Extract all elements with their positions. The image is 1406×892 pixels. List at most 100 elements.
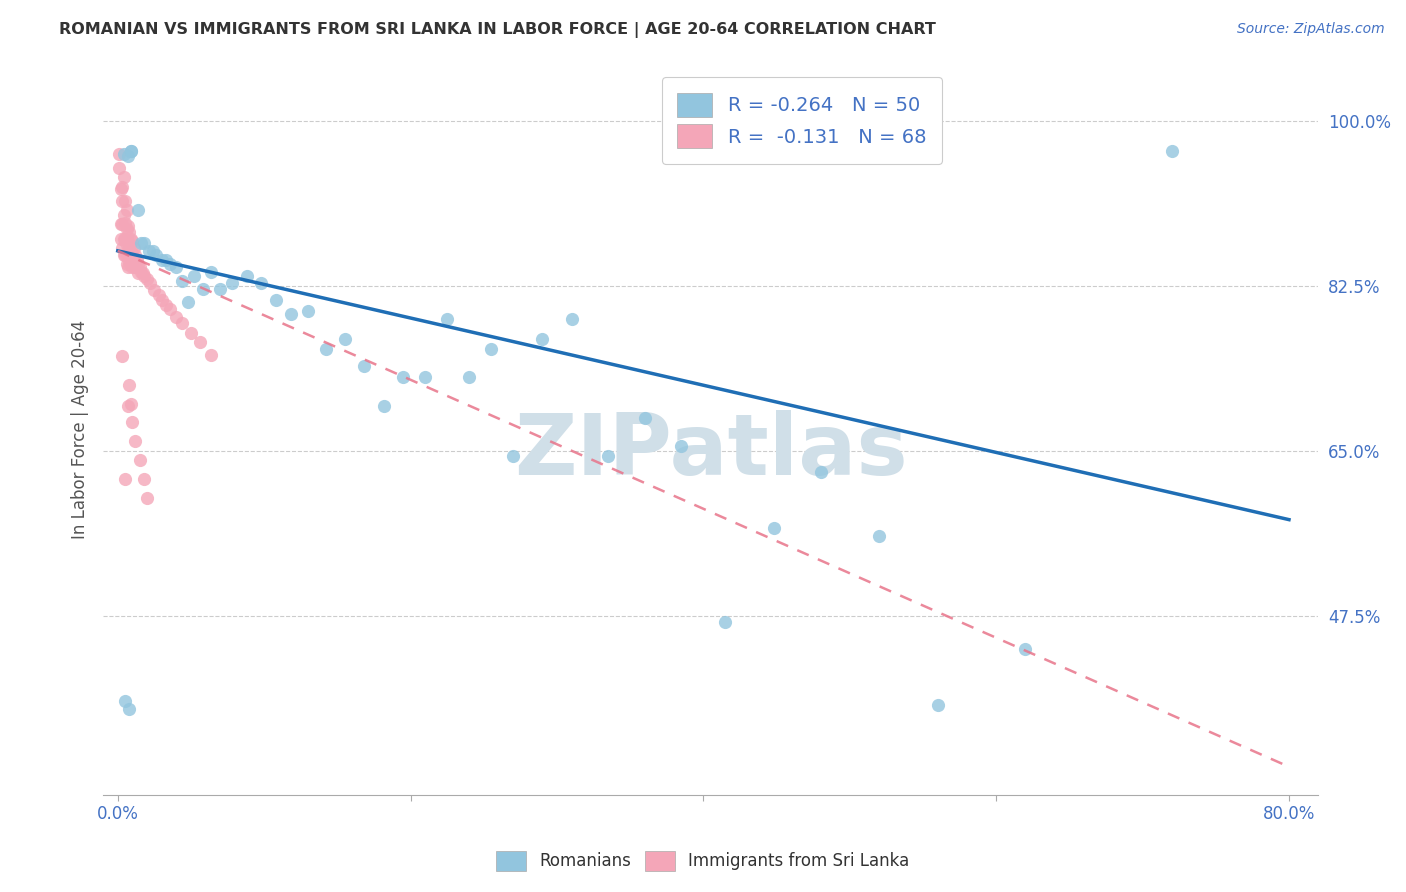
Point [127,203,149,218]
Point [117,399,139,413]
Point [124,260,146,274]
Point [114,694,136,708]
Point [714,615,737,630]
Point [200,264,222,278]
Point [150,253,173,268]
Point [392,370,415,384]
Point [143,284,166,298]
Point [121,260,143,274]
Point [502,449,524,463]
Point [122,255,145,269]
Point [436,311,458,326]
Point [111,194,134,208]
Point [142,244,165,258]
Point [264,293,287,307]
Point [120,144,142,158]
Text: ROMANIAN VS IMMIGRANTS FROM SRI LANKA IN LABOR FORCE | AGE 20-64 CORRELATION CHA: ROMANIAN VS IMMIGRANTS FROM SRI LANKA IN… [59,22,936,38]
Point [810,465,832,479]
Point [297,304,319,318]
Point [177,294,200,309]
Point [235,269,257,284]
Point [115,238,138,252]
Point [111,241,134,255]
Point [353,359,375,373]
Point [148,288,170,302]
Point [155,253,177,268]
Text: ZIPatlas: ZIPatlas [513,410,908,493]
Point [155,297,177,311]
Point [120,257,142,271]
Point [117,247,139,261]
Point [112,208,135,222]
Point [139,276,162,290]
Point [114,215,136,229]
Point [134,472,156,486]
Point [128,453,150,467]
Point [131,267,153,281]
Point [927,698,949,713]
Point [1014,641,1036,656]
Point [111,218,134,232]
Point [413,370,436,384]
Point [115,222,138,236]
Point [762,521,785,535]
Point [118,241,141,255]
Point [118,702,141,716]
Point [124,247,146,261]
Point [138,244,160,258]
Legend: R = -0.264   N = 50, R =  -0.131   N = 68: R = -0.264 N = 50, R = -0.131 N = 68 [662,78,942,164]
Point [183,269,205,284]
Point [159,257,181,271]
Point [188,335,211,350]
Point [120,396,142,410]
Point [165,310,187,324]
Point [121,247,143,261]
Text: Source: ZipAtlas.com: Source: ZipAtlas.com [1237,22,1385,37]
Legend: Romanians, Immigrants from Sri Lanka: Romanians, Immigrants from Sri Lanka [488,842,918,880]
Point [111,179,134,194]
Point [315,342,337,356]
Point [598,449,620,463]
Point [191,281,214,295]
Point [120,144,142,158]
Point [129,236,152,251]
Point [172,274,194,288]
Point [159,302,181,317]
Point [115,247,138,261]
Point [122,241,145,255]
Point [118,225,141,239]
Point [134,269,156,284]
Point [114,231,136,245]
Point [479,342,502,356]
Point [127,257,149,271]
Point [112,146,135,161]
Point [145,247,167,261]
Point [121,235,143,249]
Point [125,253,148,268]
Point [118,377,141,392]
Point [129,264,152,278]
Point [671,439,693,453]
Point [115,203,138,218]
Point [221,276,243,290]
Point [117,219,139,234]
Point [531,333,554,347]
Point [333,333,356,347]
Point [124,434,146,449]
Point [108,146,131,161]
Point [118,255,141,269]
Point [373,399,395,413]
Point [136,491,159,505]
Point [200,348,222,362]
Point [120,231,142,245]
Point [110,181,132,195]
Point [134,236,156,251]
Point [1160,144,1182,158]
Point [172,317,194,331]
Point [128,260,150,274]
Point [120,244,142,258]
Y-axis label: In Labor Force | Age 20-64: In Labor Force | Age 20-64 [72,320,89,539]
Point [108,161,131,175]
Point [280,307,302,321]
Point [112,247,135,261]
